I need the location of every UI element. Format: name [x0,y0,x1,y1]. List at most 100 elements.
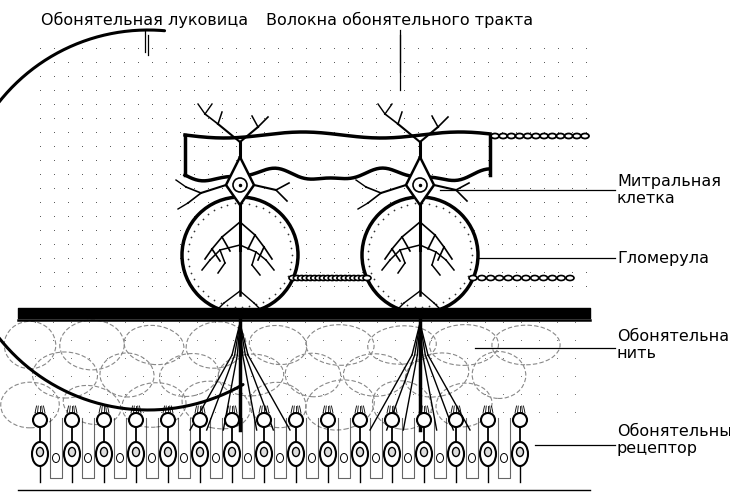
Ellipse shape [448,442,464,466]
Ellipse shape [581,133,589,138]
Ellipse shape [531,276,539,281]
Ellipse shape [325,447,331,456]
Ellipse shape [311,276,319,281]
Ellipse shape [133,447,139,456]
Ellipse shape [496,276,504,281]
Circle shape [129,413,143,427]
Ellipse shape [341,276,349,281]
Ellipse shape [504,276,512,281]
Ellipse shape [513,276,521,281]
Ellipse shape [261,447,267,456]
Ellipse shape [36,447,44,456]
Circle shape [65,413,79,427]
Circle shape [353,413,367,427]
Ellipse shape [345,276,353,281]
Polygon shape [406,157,434,205]
Ellipse shape [307,276,315,281]
Ellipse shape [540,133,548,138]
Ellipse shape [388,447,396,456]
Ellipse shape [485,447,491,456]
Circle shape [193,413,207,427]
Circle shape [362,197,478,313]
Ellipse shape [315,276,323,281]
Text: Обонятельный
рецептор: Обонятельный рецептор [617,424,730,456]
Ellipse shape [32,442,48,466]
Circle shape [97,413,111,427]
Circle shape [161,413,175,427]
Ellipse shape [302,276,310,281]
Ellipse shape [416,442,432,466]
Ellipse shape [96,442,112,466]
Ellipse shape [288,442,304,466]
Ellipse shape [539,276,548,281]
Text: Волокна обонятельного тракта: Волокна обонятельного тракта [266,12,534,28]
Circle shape [513,413,527,427]
Ellipse shape [164,447,172,456]
Ellipse shape [517,447,523,456]
Text: Обонятельная луковица: Обонятельная луковица [42,12,248,28]
Circle shape [449,413,463,427]
Circle shape [481,413,495,427]
Ellipse shape [320,276,328,281]
Ellipse shape [564,133,572,138]
Text: Гломерула: Гломерула [617,250,709,266]
Ellipse shape [289,276,297,281]
Ellipse shape [324,276,332,281]
Ellipse shape [507,133,515,138]
Circle shape [182,197,298,313]
Circle shape [385,413,399,427]
Ellipse shape [293,276,301,281]
Ellipse shape [469,276,477,281]
Ellipse shape [101,447,107,456]
Ellipse shape [333,276,340,281]
Ellipse shape [515,133,523,138]
Circle shape [413,178,427,192]
Ellipse shape [499,133,507,138]
Ellipse shape [256,442,272,466]
Ellipse shape [453,447,459,456]
Text: Обонятельная
нить: Обонятельная нить [617,329,730,361]
Ellipse shape [523,133,531,138]
Ellipse shape [480,442,496,466]
Ellipse shape [354,276,362,281]
Ellipse shape [420,447,428,456]
Ellipse shape [363,276,371,281]
Ellipse shape [293,447,299,456]
Ellipse shape [548,276,556,281]
Ellipse shape [224,442,240,466]
Ellipse shape [556,133,564,138]
Ellipse shape [532,133,540,138]
Ellipse shape [350,276,358,281]
Ellipse shape [557,276,565,281]
Ellipse shape [160,442,176,466]
Ellipse shape [573,133,581,138]
Ellipse shape [512,442,528,466]
Text: Митральная
клетка: Митральная клетка [617,174,721,206]
Ellipse shape [352,442,368,466]
Ellipse shape [566,276,574,281]
Ellipse shape [328,276,337,281]
Ellipse shape [69,447,75,456]
Circle shape [233,178,247,192]
Ellipse shape [298,276,306,281]
Ellipse shape [358,276,366,281]
Circle shape [225,413,239,427]
Ellipse shape [192,442,208,466]
Ellipse shape [478,276,486,281]
Circle shape [417,413,431,427]
Ellipse shape [548,133,556,138]
Ellipse shape [320,442,336,466]
Ellipse shape [337,276,345,281]
Circle shape [33,413,47,427]
Ellipse shape [228,447,236,456]
Circle shape [257,413,271,427]
Ellipse shape [384,442,400,466]
Ellipse shape [128,442,144,466]
Ellipse shape [522,276,530,281]
Ellipse shape [491,133,499,138]
Circle shape [321,413,335,427]
Ellipse shape [64,442,80,466]
Ellipse shape [196,447,204,456]
Circle shape [289,413,303,427]
Polygon shape [226,157,254,205]
